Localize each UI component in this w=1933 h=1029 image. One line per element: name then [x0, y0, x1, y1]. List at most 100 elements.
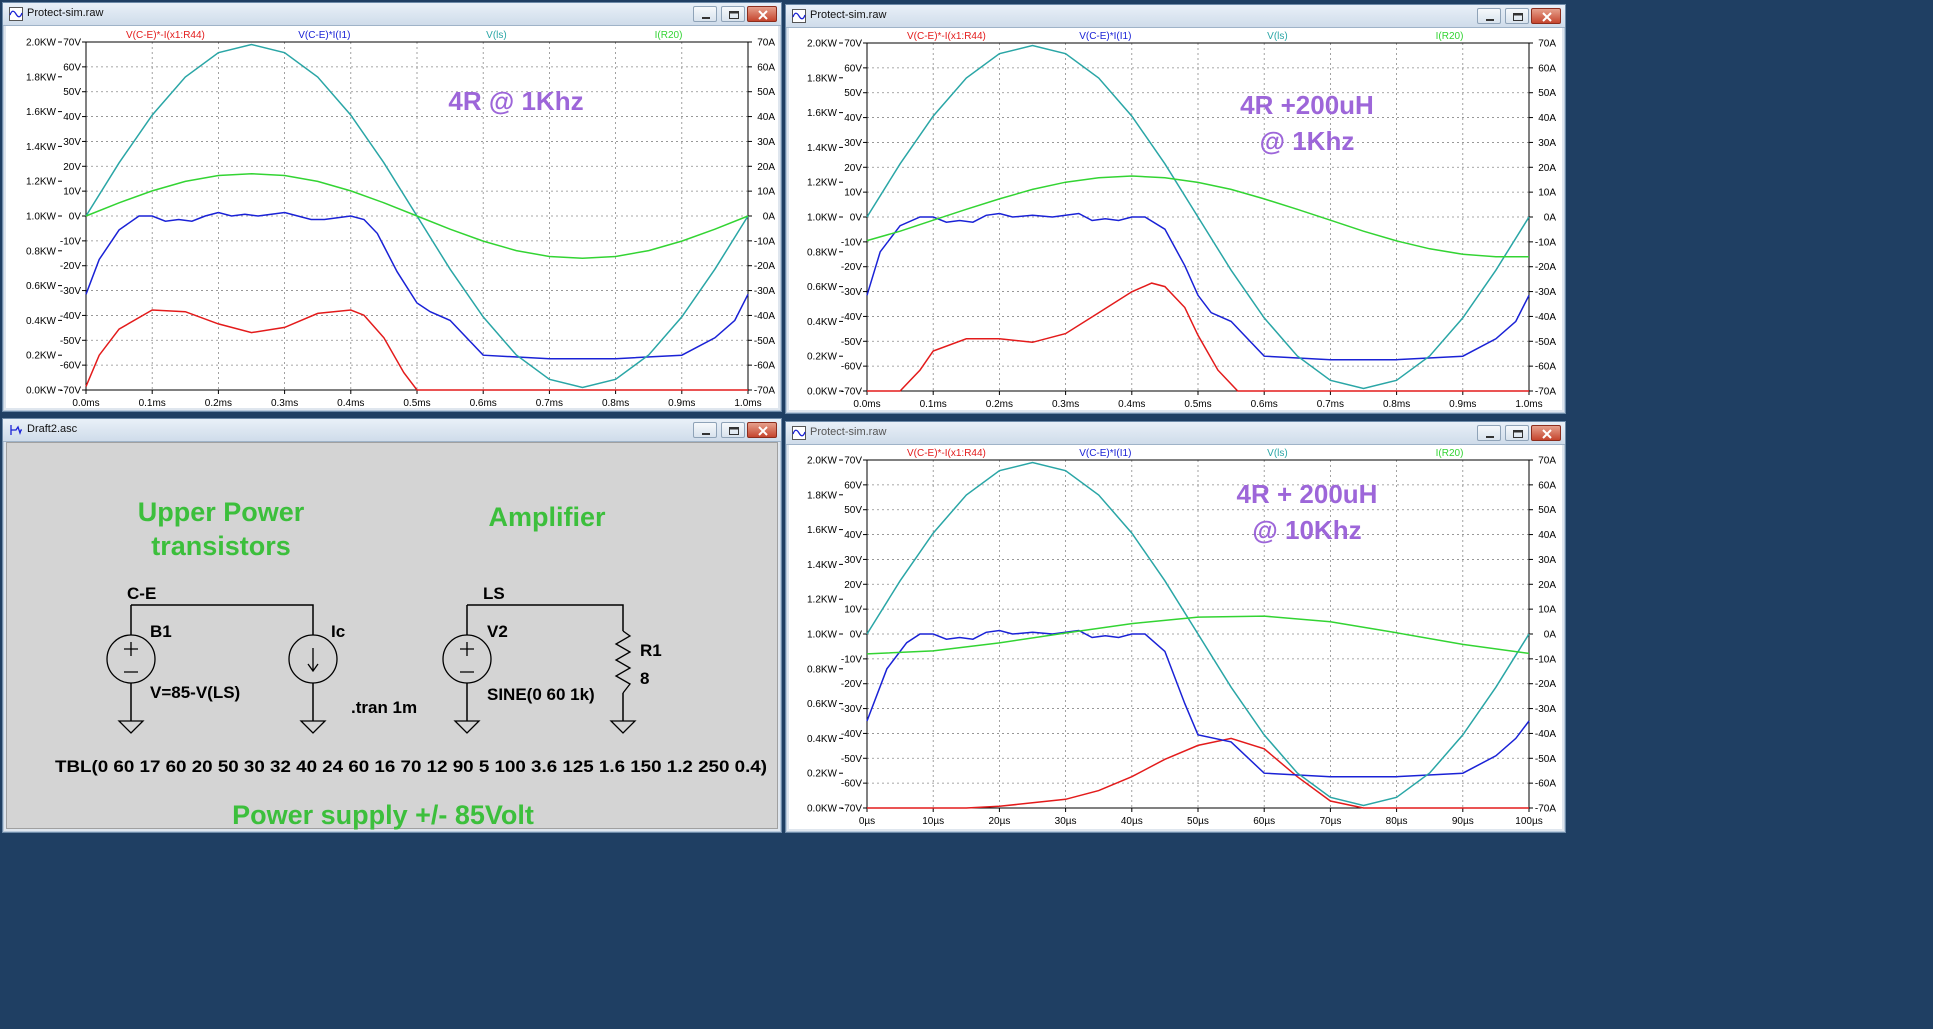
trace-label[interactable]: V(ls)	[1267, 448, 1288, 459]
current-axis-tick-label: 0A	[763, 212, 776, 223]
current-axis-tick-label: 50A	[1538, 505, 1556, 516]
current-axis-tick-label: -40A	[1535, 729, 1556, 740]
current-axis-tick-label: 40A	[1538, 113, 1556, 124]
voltage-axis-tick-label: -70V	[841, 804, 862, 815]
current-axis-tick-label: 50A	[757, 87, 775, 98]
plot-window-2-titlebar[interactable]: Protect-sim.raw	[786, 5, 1565, 28]
current-axis-tick-label: 50A	[1538, 88, 1556, 99]
series-line-blue[interactable]	[866, 629, 1530, 778]
current-axis-tick-label: -20A	[754, 261, 775, 272]
voltage-axis-tick-label: 20V	[63, 162, 81, 173]
plot-window-3[interactable]: Protect-sim.raw 2.0KW 1.8KW 1.6KW 1.4KW 1.2K…	[785, 421, 1566, 833]
v2-voltage-source[interactable]	[442, 634, 492, 684]
series-line-red[interactable]	[85, 309, 748, 391]
schematic-window-titlebar[interactable]: Draft2.asc	[3, 419, 781, 442]
left-axis-tick-label: 1.8KW	[807, 490, 838, 501]
left-axis-tick-label: 1.2KW	[26, 177, 57, 188]
current-axis-tick-label: -20A	[1535, 262, 1556, 273]
minimize-button[interactable]	[1477, 8, 1501, 24]
series-line-blue[interactable]	[866, 212, 1530, 361]
voltage-axis-tick-label: 30V	[844, 555, 862, 566]
maximize-button[interactable]	[721, 422, 745, 438]
series-line-blue[interactable]	[85, 211, 749, 360]
schematic-window[interactable]: Draft2.asc Upper Power transistors Ampli…	[2, 418, 782, 833]
maximize-button[interactable]	[1505, 8, 1529, 24]
series-line-green[interactable]	[866, 175, 1529, 258]
current-axis-tick-label: -40A	[754, 311, 775, 322]
x-axis-tick-label: 90µs	[1452, 816, 1474, 827]
x-axis-tick-label: 0.6ms	[470, 398, 497, 408]
minimize-button[interactable]	[693, 6, 717, 22]
plot-2-chart[interactable]: 2.0KW 1.8KW 1.6KW 1.4KW 1.2KW 1.0KW 0.8KW 0.6KW…	[789, 28, 1562, 410]
ground-symbol	[609, 720, 637, 734]
plot-1-chart[interactable]: 2.0KW 1.8KW 1.6KW 1.4KW 1.2KW 1.0KW 0.8KW 0.6KW…	[6, 26, 778, 408]
x-axis-tick-label: 0.0ms	[72, 398, 99, 408]
series-line-red[interactable]	[867, 737, 1529, 809]
trace-label[interactable]: I(R20)	[655, 30, 683, 41]
x-axis-tick-label: 0.4ms	[1118, 399, 1145, 410]
voltage-axis-tick-label: -50V	[60, 336, 81, 347]
trace-label[interactable]: V(ls)	[1267, 31, 1288, 42]
maximize-button[interactable]	[1505, 425, 1529, 441]
current-axis-tick-label: -30A	[1535, 287, 1556, 298]
voltage-axis-tick-label: -10V	[60, 236, 81, 247]
x-axis-tick-label: 0.3ms	[271, 398, 298, 408]
minimize-button[interactable]	[693, 422, 717, 438]
x-axis-tick-label: 0.7ms	[1317, 399, 1344, 410]
maximize-icon	[1513, 430, 1523, 438]
x-axis-tick-label: 50µs	[1187, 816, 1209, 827]
schematic-canvas[interactable]: Upper Power transistors Amplifier	[6, 442, 779, 830]
series-line-teal[interactable]	[866, 44, 1530, 390]
trace-legend: V(C-E)*-I(x1:R44) V(C-E)*I(I1) V(ls) I(R20)	[126, 30, 682, 41]
minimize-button[interactable]	[1477, 425, 1501, 441]
plot-area-3[interactable]: 2.0KW 1.8KW 1.6KW 1.4KW 1.2KW 1.0KW 0.8KW 0.6KW…	[789, 445, 1562, 829]
series-line-green[interactable]	[866, 615, 1530, 655]
voltage-axis-tick-label: -10V	[841, 654, 862, 665]
trace-label[interactable]: V(C-E)*I(I1)	[298, 30, 350, 41]
current-axis-tick-label: 20A	[1538, 163, 1556, 174]
close-button[interactable]	[1531, 8, 1561, 24]
close-button[interactable]	[747, 6, 777, 22]
trace-label[interactable]: I(R20)	[1436, 31, 1464, 42]
left-axis-tick-label: 0.4KW	[26, 316, 57, 327]
schematic-drawing[interactable]: Upper Power transistors Amplifier	[7, 443, 779, 830]
left-axis-tick-label: 0.0KW	[26, 386, 57, 397]
voltage-axis-tick-label: 0V	[850, 213, 863, 224]
trace-label[interactable]: V(C-E)*-I(x1:R44)	[907, 448, 986, 459]
x-axis-tick-label: 80µs	[1386, 816, 1408, 827]
ic-current-source[interactable]	[288, 634, 338, 684]
series-line-green[interactable]	[85, 172, 749, 260]
plot-window-3-titlebar[interactable]: Protect-sim.raw	[786, 422, 1565, 445]
close-button[interactable]	[1531, 425, 1561, 441]
plot-area-2[interactable]: 2.0KW 1.8KW 1.6KW 1.4KW 1.2KW 1.0KW 0.8KW 0.6KW…	[789, 28, 1562, 410]
ground-symbol	[299, 720, 327, 734]
ground-symbol	[117, 720, 145, 734]
plot-annotation: 4R + 200uH	[1237, 479, 1378, 509]
tbl-expression: TBL(0 60 17 60 20 50 30 32 40 24 60 16 7…	[55, 758, 767, 776]
b1-voltage-source[interactable]	[106, 634, 156, 684]
left-axis-tick-label: 0.4KW	[807, 734, 838, 745]
heading-upper-line1: Upper Power	[138, 497, 305, 527]
trace-label[interactable]: I(R20)	[1436, 448, 1464, 459]
trace-label[interactable]: V(C-E)*-I(x1:R44)	[907, 31, 986, 42]
plot-window-1-titlebar[interactable]: Protect-sim.raw	[3, 3, 781, 26]
voltage-axis-tick-label: -30V	[60, 286, 81, 297]
plot-3-chart[interactable]: 2.0KW 1.8KW 1.6KW 1.4KW 1.2KW 1.0KW 0.8KW 0.6KW…	[789, 445, 1562, 829]
x-axis-tick-label: 0.1ms	[139, 398, 166, 408]
series-line-red[interactable]	[867, 282, 1529, 392]
plot-window-1[interactable]: Protect-sim.raw 2.0KW 1.8KW 1.6KW 1.4KW 1.2K…	[2, 2, 782, 412]
left-axis-tick-label: 2.0KW	[26, 38, 57, 49]
series-line-teal[interactable]	[866, 461, 1530, 807]
left-axis-tick-label: 1.2KW	[807, 595, 838, 606]
maximize-button[interactable]	[721, 6, 745, 22]
trace-label[interactable]: V(C-E)*I(I1)	[1079, 31, 1131, 42]
plot-area-1[interactable]: 2.0KW 1.8KW 1.6KW 1.4KW 1.2KW 1.0KW 0.8KW 0.6KW…	[6, 26, 778, 408]
trace-label[interactable]: V(ls)	[486, 30, 507, 41]
close-button[interactable]	[747, 422, 777, 438]
plot-window-2[interactable]: Protect-sim.raw 2.0KW 1.8KW 1.6KW 1.4KW 1.2K…	[785, 4, 1566, 414]
r1-resistor[interactable]	[614, 630, 632, 694]
trace-label[interactable]: V(C-E)*-I(x1:R44)	[126, 30, 205, 41]
trace-label[interactable]: V(C-E)*I(I1)	[1079, 448, 1131, 459]
x-axis-tick-label: 1.0ms	[734, 398, 761, 408]
left-axis-tick-label: 1.8KW	[26, 72, 57, 83]
